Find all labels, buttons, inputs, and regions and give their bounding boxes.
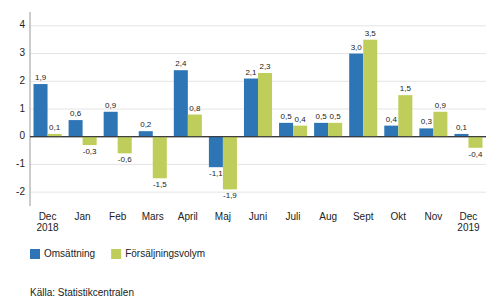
bar: [83, 137, 97, 145]
bar: [118, 137, 132, 154]
data-label: 1,9: [35, 73, 47, 82]
bar: [363, 40, 377, 137]
bar: [69, 120, 83, 137]
data-label: 0,4: [386, 115, 398, 124]
data-label: -0,3: [83, 147, 97, 156]
x-tick-label: Okt: [391, 211, 407, 222]
data-label: 2,1: [245, 68, 257, 77]
y-tick-label: -1: [16, 158, 25, 169]
legend-swatch: [30, 249, 40, 259]
data-label: 0,5: [330, 112, 342, 121]
bar: [314, 123, 328, 137]
bars: [34, 40, 483, 190]
x-tick-label: Juli: [286, 211, 301, 222]
data-label: 3,0: [351, 43, 363, 52]
bar: [244, 79, 258, 137]
bar: [433, 112, 447, 137]
data-label: 0,5: [316, 112, 328, 121]
bar: [328, 123, 342, 137]
bar: [468, 137, 482, 148]
y-tick-label: 2: [19, 75, 25, 86]
data-label: 0,9: [435, 101, 447, 110]
grid-line: [30, 192, 486, 193]
data-label: -0,6: [118, 155, 132, 164]
bar: [349, 54, 363, 137]
data-label: 0,6: [70, 109, 82, 118]
data-label: 0,4: [295, 115, 307, 124]
x-tick-label: Mars: [142, 211, 164, 222]
data-label: 0,1: [456, 123, 468, 132]
grid-line: [30, 25, 486, 26]
data-label: -1,5: [153, 180, 167, 189]
bar: [209, 137, 223, 167]
y-tick-label: 4: [19, 19, 25, 30]
y-tick-label: 1: [19, 103, 25, 114]
bar: [419, 128, 433, 136]
grid-line: [30, 164, 486, 165]
data-label: -1,9: [223, 191, 237, 200]
legend: Omsättning Försäljningsvolym: [30, 248, 205, 259]
x-tick-label: Dec2019: [457, 211, 480, 233]
data-label: 0,5: [280, 112, 292, 121]
bar: [188, 115, 202, 137]
x-tick-label: Aug: [319, 211, 337, 222]
x-tick-label: Jan: [75, 211, 91, 222]
data-label: 0,2: [140, 120, 152, 129]
legend-label: Försäljningsvolym: [125, 248, 205, 259]
bar: [279, 123, 293, 137]
data-label: -1,1: [209, 169, 223, 178]
zero-line: [30, 136, 486, 137]
bar: [258, 73, 272, 137]
bar: [34, 84, 48, 137]
x-axis: Dec2018 Jan Feb Mars April Maj Juni Juli Aug Sept…: [36, 211, 480, 233]
bar: [104, 112, 118, 137]
bar: [384, 126, 398, 137]
bar: [398, 95, 412, 137]
data-label: 3,5: [365, 29, 377, 38]
y-tick-label: -2: [16, 186, 25, 197]
data-label: 0,3: [421, 117, 433, 126]
data-labels: 1,90,60,90,22,4-1,12,10,50,53,00,40,30,1…: [35, 29, 483, 201]
source-note: Källa: Statistikcentralen: [30, 287, 134, 298]
y-tick-label: 0: [19, 130, 25, 141]
bar: [223, 137, 237, 190]
grid-line: [30, 53, 486, 54]
x-tick-label: Nov: [424, 211, 442, 222]
data-label: 0,8: [189, 104, 201, 113]
x-tick-label: Dec2018: [36, 211, 59, 233]
x-tick-label: Feb: [109, 211, 127, 222]
bar: [293, 126, 307, 137]
grid: [30, 26, 486, 192]
data-label: 2,4: [175, 59, 187, 68]
data-label: -0,4: [469, 150, 483, 159]
bar: [139, 131, 153, 137]
x-tick-label: April: [178, 211, 198, 222]
x-tick-label: Sept: [353, 211, 374, 222]
zero-line: [30, 136, 486, 137]
bar: [174, 70, 188, 137]
data-label: 0,1: [49, 123, 61, 132]
x-tick-label: Juni: [249, 211, 267, 222]
legend-swatch: [111, 249, 121, 259]
x-tick-label: Maj: [215, 211, 231, 222]
y-tick-label: 3: [19, 47, 25, 58]
data-label: 0,9: [105, 101, 117, 110]
bar: [153, 137, 167, 179]
data-label: 1,5: [400, 84, 412, 93]
chart: -2-1012341,90,60,90,22,4-1,12,10,50,53,0…: [0, 0, 493, 304]
y-axis-line: [30, 12, 31, 206]
legend-label: Omsättning: [44, 248, 95, 259]
data-label: 2,3: [259, 62, 271, 71]
y-axis: -2 -1 0 1 2 3 4: [16, 12, 30, 206]
